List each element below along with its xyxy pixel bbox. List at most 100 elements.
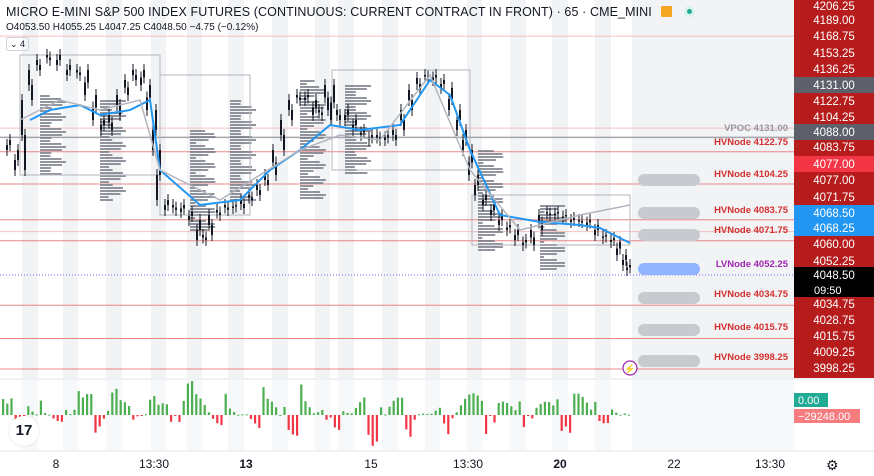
price-highlight-label: 4131.00 <box>813 80 855 92</box>
vwap-line <box>29 78 631 244</box>
volume-profile-bar <box>40 158 62 160</box>
volume-profile-bar <box>40 98 62 100</box>
volume-profile-bar <box>345 88 367 90</box>
volume-profile-bar <box>230 100 242 102</box>
volume-profile-bar <box>40 143 62 145</box>
volume-delta-bar <box>262 387 265 415</box>
candle-body <box>432 77 434 80</box>
volume-delta-bar <box>186 383 189 415</box>
candle-body <box>451 88 453 99</box>
volume-delta-bar <box>606 415 609 423</box>
volume-delta-bar <box>94 415 97 433</box>
countdown-badge <box>794 283 874 297</box>
volume-delta-bar <box>346 412 349 415</box>
symbol-title[interactable]: MICRO E-MINI S&P 500 INDEX FUTURES (CONT… <box>6 5 652 19</box>
volume-profile-bar <box>345 148 367 150</box>
candle-body <box>517 230 519 235</box>
volume-profile-bar <box>100 103 122 105</box>
volume-delta-bar <box>434 410 437 415</box>
volume-delta-bar <box>317 412 320 415</box>
volume-delta-bar <box>296 415 299 436</box>
candle-body <box>379 137 381 140</box>
volume-profile-bar <box>100 169 113 171</box>
volume-profile-bar <box>540 232 565 234</box>
candle-body <box>264 175 266 180</box>
volume-profile-bar <box>190 193 215 195</box>
volume-profile-bar <box>190 148 215 150</box>
volume-profile-bar <box>100 196 109 198</box>
flag-icon[interactable] <box>661 6 673 17</box>
alert-marker <box>638 174 700 186</box>
volume-profile-bar <box>190 136 216 138</box>
volume-delta-bar <box>489 415 492 416</box>
volume-delta-bar <box>615 412 618 415</box>
volume-profile-bar <box>345 112 367 114</box>
candle-body <box>240 200 242 204</box>
volume-profile-bar <box>300 134 326 136</box>
price-tick-label: 4083.75 <box>813 142 855 154</box>
volume-delta-bar <box>140 415 143 416</box>
volume-delta-bar <box>388 406 391 415</box>
volume-profile-bar <box>300 110 315 112</box>
candle-body <box>127 87 129 95</box>
volume-delta-bar <box>241 414 244 416</box>
volume-profile-bar <box>190 133 215 135</box>
candle-body <box>538 215 540 223</box>
volume-profile-bar <box>230 187 252 189</box>
volume-delta-bar <box>65 409 68 415</box>
candle-body <box>111 122 113 130</box>
volume-delta-bar <box>438 407 441 415</box>
volume-profile-bar <box>478 186 504 188</box>
indicators-toggle-button[interactable]: ⌄ 4 <box>6 37 30 51</box>
time-tick-label: 13:30 <box>453 457 483 471</box>
volume-profile-bar <box>40 125 51 127</box>
candle-body <box>509 225 511 228</box>
volume-profile-bar <box>190 145 206 147</box>
candle-body <box>87 70 89 83</box>
candle-body <box>39 65 41 70</box>
volume-profile-bar <box>300 101 320 103</box>
candle-body <box>440 84 442 88</box>
market-status-icon[interactable] <box>684 6 696 17</box>
session-shade <box>425 0 440 378</box>
volume-delta-bar <box>459 405 462 415</box>
volume-profile-bar <box>345 130 371 132</box>
volume-delta-bar <box>31 411 34 415</box>
volume-profile-bar <box>540 250 565 252</box>
candle-body <box>216 210 218 213</box>
level-label: HVNode 4083.75 <box>714 205 789 216</box>
volume-profile-bar <box>190 175 206 177</box>
countdown-label: 09:50 <box>814 285 842 297</box>
volume-delta-bar <box>228 408 231 415</box>
volume-delta-bar <box>590 409 593 415</box>
volume-delta-bar <box>233 411 236 415</box>
volume-profile-bar <box>345 145 371 147</box>
candle-body <box>248 195 250 198</box>
gear-icon[interactable]: ⚙ <box>826 457 839 473</box>
price-tick-label: 4028.75 <box>813 315 855 327</box>
volume-delta-bar <box>468 394 471 415</box>
volume-delta-bar <box>266 398 269 415</box>
candle-body <box>199 220 201 230</box>
volume-delta-bar <box>275 407 278 415</box>
price-highlight-badge <box>794 12 874 28</box>
price-tick-label: 4060.00 <box>813 239 855 251</box>
volume-profile-bar <box>100 163 121 165</box>
volume-profile-bar <box>100 142 123 144</box>
volume-profile-bar <box>100 175 126 177</box>
candle-body <box>208 215 210 225</box>
candle-body <box>360 132 362 135</box>
volume-top-label: 0.00 <box>798 395 819 407</box>
candle-body <box>605 235 607 237</box>
volume-delta-bar <box>191 381 194 415</box>
volume-delta-bar <box>375 415 378 442</box>
tradingview-logo-icon[interactable]: 17 <box>9 416 39 446</box>
session-range-box <box>471 194 631 246</box>
volume-delta-bar <box>216 415 219 424</box>
candle-body <box>616 248 618 255</box>
price-tick-label: 4136.25 <box>813 64 855 76</box>
volume-profile-bar <box>300 116 320 118</box>
volume-delta-bar <box>552 405 555 415</box>
volume-delta-bar <box>619 414 622 416</box>
